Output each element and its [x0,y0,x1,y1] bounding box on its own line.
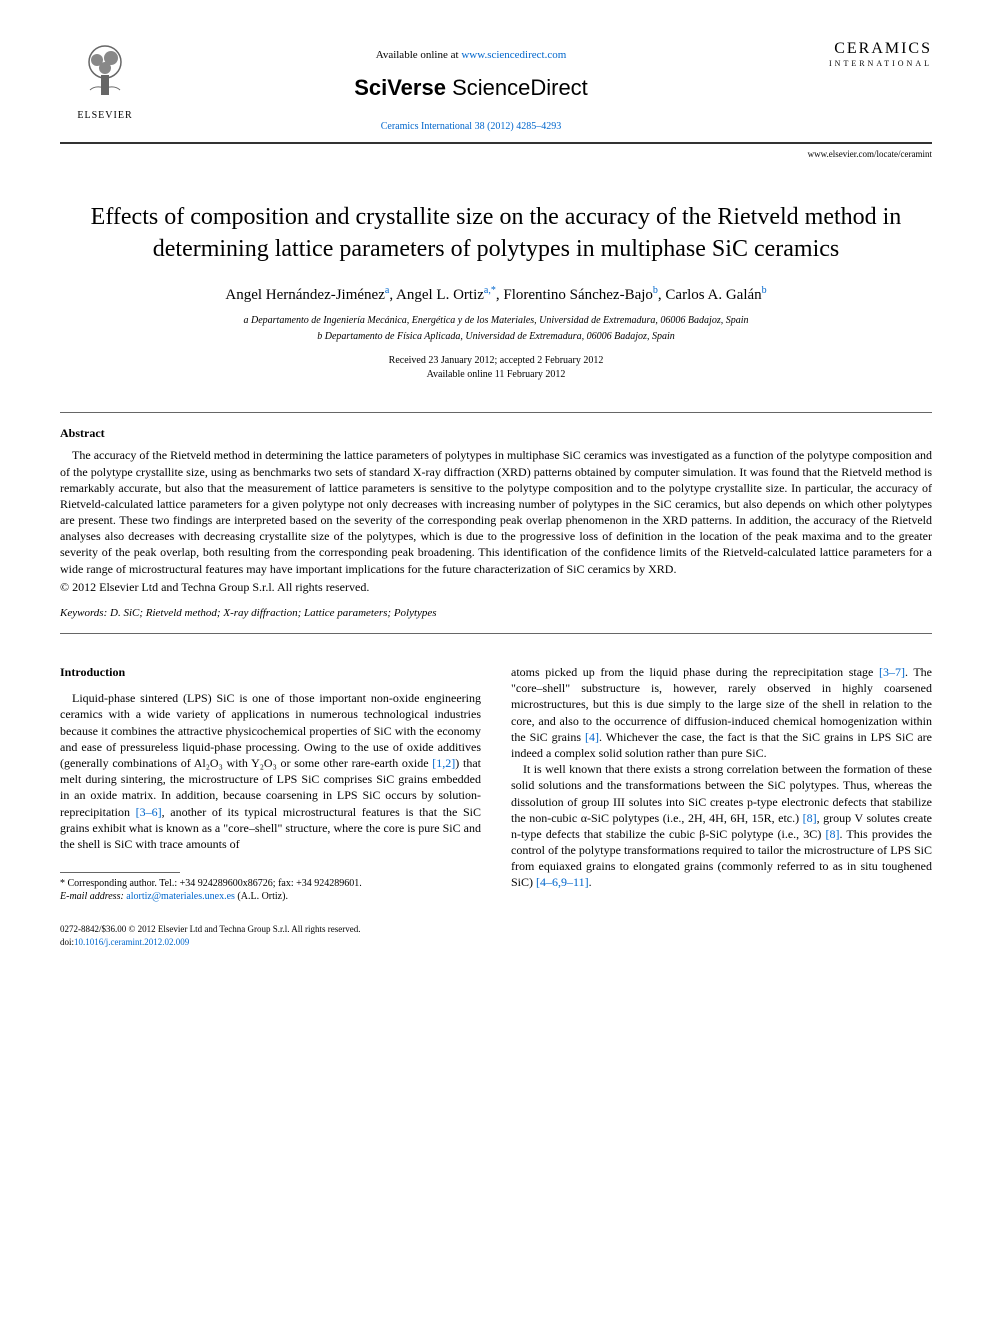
affiliations: a Departamento de Ingeniería Mecánica, E… [60,314,932,344]
author-3: Florentino Sánchez-Bajo [503,287,653,303]
journal-reference[interactable]: Ceramics International 38 (2012) 4285–42… [150,120,792,134]
divider [60,412,932,413]
abstract-text: The accuracy of the Rietveld method in d… [60,447,932,577]
footnotes: * Corresponding author. Tel.: +34 924289… [60,877,481,903]
available-online-date: Available online 11 February 2012 [60,368,932,382]
citation-link[interactable]: [4] [585,730,599,744]
keywords-label: Keywords: [60,607,107,619]
footer-doi-line: doi:10.1016/j.ceramint.2012.02.009 [60,936,932,949]
right-column: atoms picked up from the liquid phase du… [511,664,932,903]
sciencedirect-link[interactable]: www.sciencedirect.com [461,49,566,61]
footer: 0272-8842/$36.00 © 2012 Elsevier Ltd and… [60,923,932,948]
author-3-affil[interactable]: b [653,285,658,296]
ceramics-logo: CERAMICS INTERNATIONAL [792,40,932,69]
email-suffix: (A.L. Ortiz). [235,891,288,902]
sciverse-prefix: SciVerse [354,75,452,100]
elsevier-tree-icon [75,40,135,100]
author-2-affil[interactable]: a,* [484,285,496,296]
received-accepted-date: Received 23 January 2012; accepted 2 Feb… [60,354,932,368]
header: ELSEVIER Available online at www.science… [60,40,932,144]
text-run: atoms picked up from the liquid phase du… [511,665,879,679]
citation-link[interactable]: [4–6,9–11] [536,875,589,889]
footer-isbn-line: 0272-8842/$36.00 © 2012 Elsevier Ltd and… [60,923,932,936]
body-columns: Introduction Liquid-phase sintered (LPS)… [60,664,932,903]
email-link[interactable]: alortiz@materiales.unex.es [126,891,235,902]
author-1-affil[interactable]: a [385,285,389,296]
locate-url[interactable]: www.elsevier.com/locate/ceramint [60,148,932,161]
citation-link[interactable]: [1,2] [432,756,455,770]
intro-paragraph-1-cont: atoms picked up from the liquid phase du… [511,664,932,761]
author-4: Carlos A. Galán [665,287,761,303]
footnote-separator [60,872,180,873]
available-online-text: Available online at www.sciencedirect.co… [150,48,792,63]
keywords-line: Keywords: D. SiC; Rietveld method; X-ray… [60,606,932,621]
author-2: Angel L. Ortiz [396,287,484,303]
intro-paragraph-1: Liquid-phase sintered (LPS) SiC is one o… [60,690,481,852]
divider [60,633,932,634]
ceramics-title: CERAMICS [792,40,932,58]
header-center: Available online at www.sciencedirect.co… [150,40,792,134]
email-line: E-mail address: alortiz@materiales.unex.… [60,890,481,903]
intro-paragraph-2: It is well known that there exists a str… [511,761,932,891]
citation-link[interactable]: [3–6] [136,805,162,819]
text-run: Liquid-phase sintered (LPS) SiC is one o… [60,691,481,770]
elsevier-logo: ELSEVIER [60,40,150,123]
affiliation-a: a Departamento de Ingeniería Mecánica, E… [60,314,932,328]
doi-link[interactable]: 10.1016/j.ceramint.2012.02.009 [74,937,189,947]
keywords-text: D. SiC; Rietveld method; X-ray diffracti… [107,607,436,619]
affiliation-b: b Departamento de Física Aplicada, Unive… [60,330,932,344]
email-label: E-mail address: [60,891,126,902]
author-4-affil[interactable]: b [762,285,767,296]
citation-link[interactable]: [8] [803,811,817,825]
article-dates: Received 23 January 2012; accepted 2 Feb… [60,354,932,382]
sciverse-logo: SciVerse ScienceDirect [150,73,792,104]
text-run: . [589,875,592,889]
ceramics-subtitle: INTERNATIONAL [792,58,932,69]
doi-label: doi: [60,937,74,947]
left-column: Introduction Liquid-phase sintered (LPS)… [60,664,481,903]
citation-link[interactable]: [8] [825,827,839,841]
elsevier-label: ELSEVIER [60,109,150,123]
available-online-prefix: Available online at [376,49,462,61]
abstract-heading: Abstract [60,425,932,442]
introduction-heading: Introduction [60,664,481,680]
corresponding-author-note: * Corresponding author. Tel.: +34 924289… [60,877,481,890]
author-1: Angel Hernández-Jiménez [225,287,385,303]
citation-link[interactable]: [3–7] [879,665,905,679]
authors-line: Angel Hernández-Jiméneza, Angel L. Ortiz… [60,284,932,306]
copyright-line: © 2012 Elsevier Ltd and Techna Group S.r… [60,579,932,596]
sciencedirect-text: ScienceDirect [452,75,588,100]
article-title: Effects of composition and crystallite s… [60,201,932,266]
